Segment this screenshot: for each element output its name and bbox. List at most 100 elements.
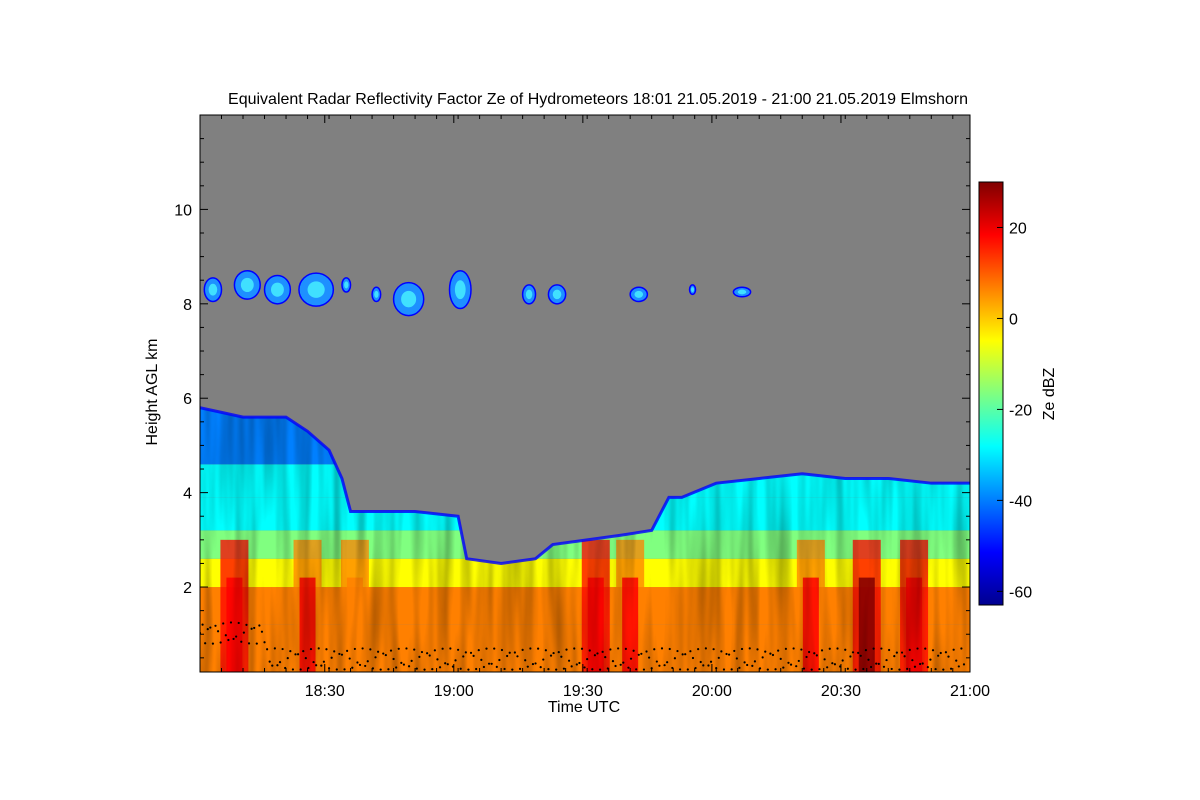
- surface-dot: [400, 661, 403, 664]
- surface-dot: [232, 637, 235, 641]
- surface-dot: [575, 663, 578, 666]
- surface-dot: [353, 647, 356, 651]
- surface-dot: [668, 647, 671, 651]
- surface-dot: [317, 647, 320, 650]
- surface-dot: [312, 660, 315, 664]
- surface-dot: [952, 648, 955, 651]
- surface-dot: [278, 661, 282, 664]
- surface-dot: [771, 653, 775, 657]
- surface-dot: [518, 667, 522, 670]
- surface-dot: [854, 668, 857, 671]
- surface-dot: [547, 667, 550, 671]
- surface-dot: [258, 624, 261, 627]
- surface-dot: [578, 661, 581, 665]
- surface-dot: [426, 652, 429, 655]
- surface-dot: [555, 668, 558, 671]
- surface-dot: [642, 668, 646, 671]
- surface-dot: [921, 662, 924, 665]
- surface-dot: [924, 647, 927, 650]
- surface-dot: [895, 651, 898, 654]
- surface-dot: [681, 653, 684, 656]
- surface-dot: [299, 668, 302, 671]
- surface-dot: [872, 647, 875, 650]
- surface-dot: [407, 665, 411, 668]
- surface-dot: [557, 651, 560, 654]
- surface-dot: [405, 647, 408, 650]
- x-tick-label: 21:00: [950, 683, 990, 700]
- surface-dot: [498, 658, 501, 662]
- surface-dot: [560, 655, 563, 658]
- surface-dot: [697, 648, 700, 651]
- surface-dot: [846, 667, 849, 670]
- surface-dot: [939, 651, 942, 655]
- surface-dot: [944, 651, 948, 654]
- surface-dot: [493, 647, 496, 650]
- surface-dot: [678, 668, 682, 671]
- surface-dot: [304, 657, 307, 660]
- surface-dot: [875, 662, 878, 665]
- surface-dot: [622, 661, 625, 664]
- surface-dot: [880, 647, 883, 650]
- surface-dot: [911, 659, 914, 662]
- surface-dot: [766, 668, 769, 671]
- surface-dot: [276, 664, 279, 667]
- colorbar-label: Ze dBZ: [1041, 368, 1058, 421]
- surface-dot: [808, 650, 811, 654]
- surface-dot: [444, 662, 447, 665]
- surface-dot: [831, 662, 834, 665]
- surface-dot: [343, 668, 346, 671]
- surface-dot: [869, 665, 873, 669]
- surface-dot: [402, 663, 405, 666]
- surface-dot: [565, 648, 568, 651]
- cirrus-core: [374, 290, 379, 298]
- x-tick-label: 19:30: [563, 683, 603, 700]
- surface-dot: [529, 647, 532, 650]
- surface-dot: [653, 648, 656, 651]
- surface-dot: [524, 659, 527, 662]
- surface-dot: [857, 651, 860, 655]
- surface-dot: [862, 667, 865, 671]
- colorbar-tick-label: 20: [1009, 220, 1027, 237]
- surface-dot: [364, 664, 367, 668]
- surface-dot: [573, 647, 576, 650]
- surface-dot: [539, 666, 542, 669]
- surface-dot: [947, 655, 950, 658]
- y-tick-label: 8: [183, 297, 192, 314]
- surface-dot: [325, 648, 328, 651]
- surface-dot: [526, 665, 529, 668]
- surface-dot: [800, 648, 803, 651]
- surface-dot: [500, 648, 504, 652]
- surface-dot: [686, 668, 689, 671]
- surface-dot: [795, 665, 798, 668]
- surface-dot: [627, 666, 630, 669]
- surface-dot: [490, 662, 493, 665]
- surface-dot: [810, 668, 813, 671]
- surface-dot: [702, 664, 705, 667]
- cirrus-core: [270, 282, 284, 297]
- surface-dot: [410, 659, 413, 662]
- surface-dot: [253, 626, 256, 630]
- x-tick-label: 19:00: [434, 683, 474, 700]
- surface-dot: [271, 664, 274, 667]
- surface-dot: [464, 651, 467, 654]
- cirrus-core: [552, 289, 562, 300]
- surface-dot: [885, 658, 888, 662]
- surface-dot: [611, 660, 615, 663]
- surface-dot: [436, 658, 439, 661]
- surface-dot: [521, 648, 524, 651]
- surface-dot: [849, 655, 852, 658]
- surface-dot: [851, 651, 855, 654]
- surface-dot: [888, 648, 891, 652]
- x-axis-label: Time UTC: [548, 699, 620, 716]
- surface-dot: [361, 647, 364, 650]
- surface-dot: [237, 621, 240, 625]
- surface-dot: [787, 661, 790, 664]
- surface-dot: [201, 623, 204, 626]
- surface-dot: [438, 666, 442, 669]
- surface-dot: [322, 660, 325, 663]
- surface-dot: [454, 659, 457, 662]
- x-tick-label: 20:30: [821, 683, 861, 700]
- cirrus-core: [240, 277, 254, 293]
- surface-dot: [942, 668, 945, 671]
- y-tick-label: 4: [183, 486, 192, 503]
